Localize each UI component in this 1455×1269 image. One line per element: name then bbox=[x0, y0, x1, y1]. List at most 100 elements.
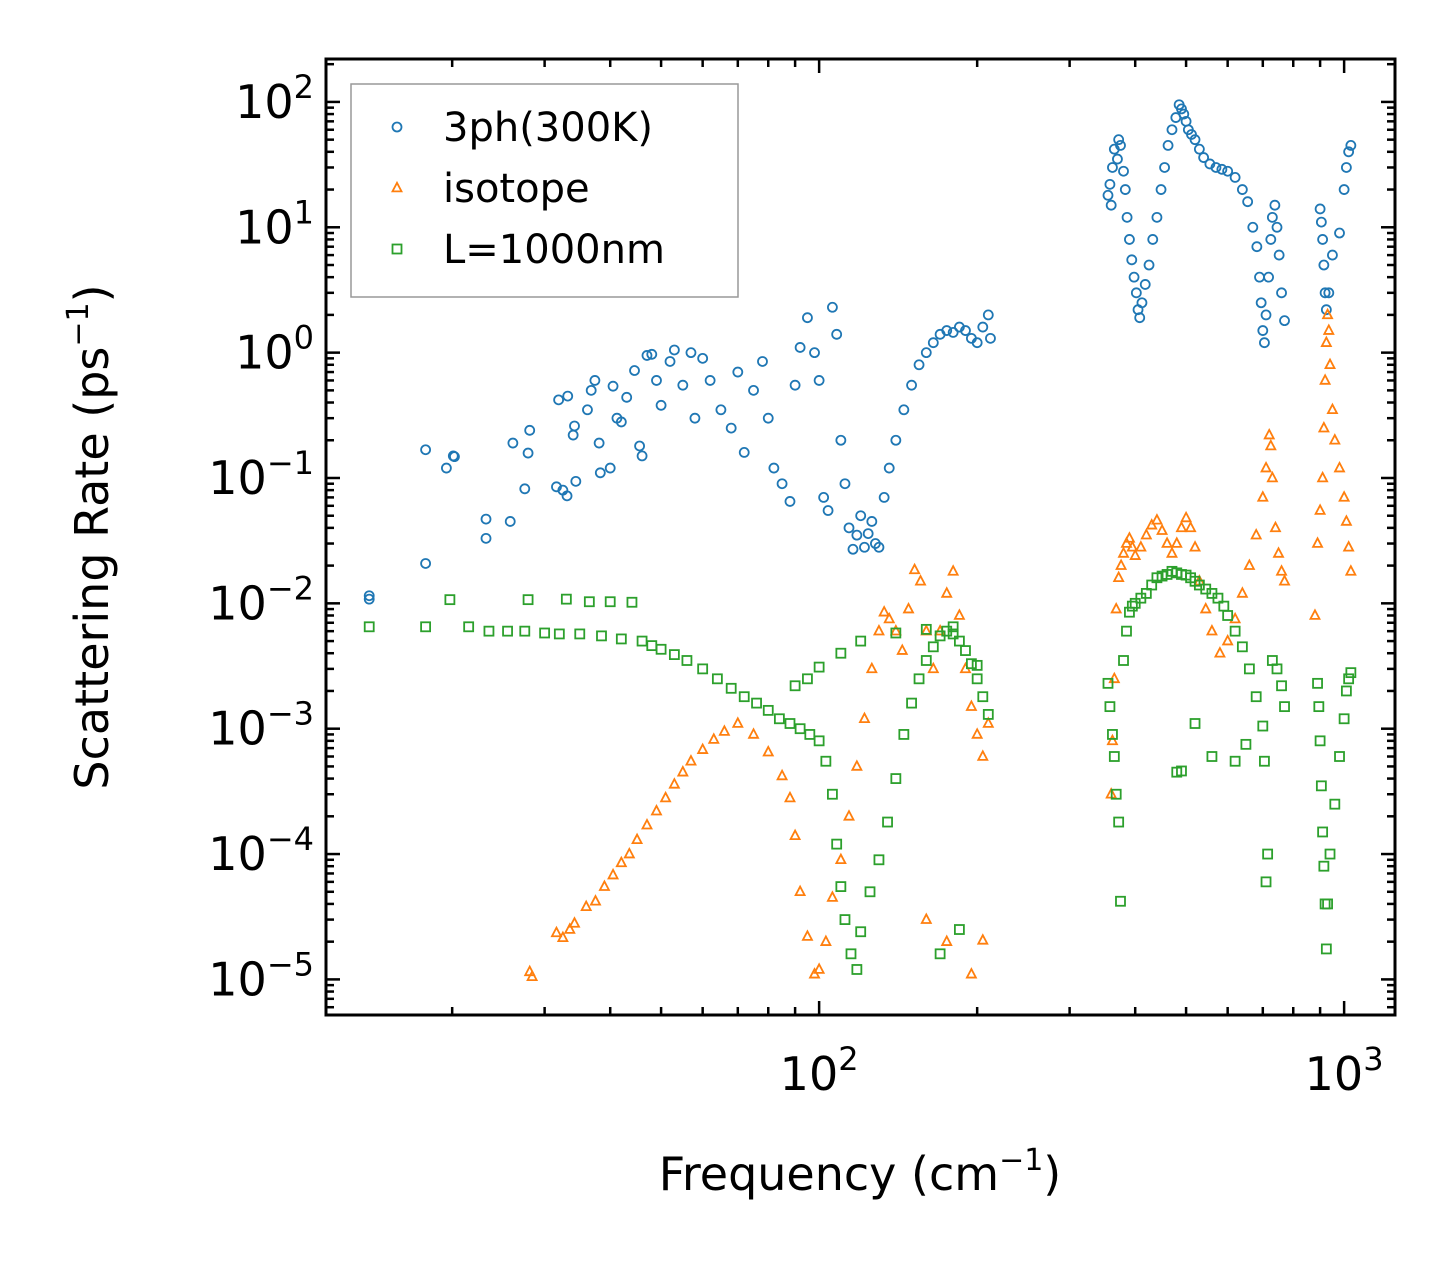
data-point bbox=[1326, 402, 1339, 415]
data-point bbox=[1115, 895, 1126, 907]
data-point bbox=[1334, 751, 1345, 762]
data-point bbox=[738, 446, 750, 458]
data-point bbox=[1126, 600, 1138, 612]
data-point bbox=[1315, 216, 1327, 228]
data-point bbox=[890, 434, 902, 446]
data-point bbox=[1199, 601, 1212, 614]
data-point bbox=[1311, 536, 1324, 548]
data-point bbox=[982, 309, 994, 321]
data-point bbox=[1273, 249, 1285, 261]
data-point bbox=[1113, 134, 1125, 146]
data-point bbox=[634, 440, 645, 452]
y-tick-label: 101 bbox=[235, 193, 314, 254]
data-point bbox=[813, 375, 825, 386]
data-point bbox=[1176, 765, 1187, 777]
data-point bbox=[420, 444, 432, 456]
legend-marker bbox=[391, 121, 403, 133]
x-axis-title-suffix: ) bbox=[1043, 1147, 1061, 1201]
data-point bbox=[556, 930, 569, 943]
data-point bbox=[1250, 528, 1263, 540]
data-point bbox=[906, 697, 917, 709]
data-point bbox=[1121, 625, 1132, 637]
data-point bbox=[1345, 139, 1357, 151]
data-point bbox=[676, 765, 689, 777]
data-point bbox=[1251, 241, 1263, 253]
data-point bbox=[1260, 460, 1273, 473]
y-tick-label-exp: −1 bbox=[267, 444, 314, 482]
y-tick-label: 100 bbox=[235, 319, 314, 380]
data-point bbox=[1343, 673, 1355, 685]
data-point bbox=[985, 332, 996, 344]
data-point bbox=[1319, 287, 1331, 299]
data-point bbox=[1119, 184, 1131, 195]
data-point bbox=[1221, 633, 1234, 646]
data-point bbox=[889, 624, 902, 636]
data-point bbox=[1189, 540, 1202, 552]
x-tick-label-exp: 2 bbox=[838, 1040, 858, 1078]
data-point bbox=[890, 773, 902, 784]
data-point bbox=[1107, 729, 1118, 740]
data-point bbox=[794, 723, 806, 735]
data-point bbox=[1106, 733, 1119, 746]
data-point bbox=[1334, 227, 1345, 239]
data-point bbox=[883, 611, 896, 624]
data-point bbox=[941, 325, 953, 336]
data-point bbox=[908, 562, 921, 575]
data-point bbox=[762, 412, 774, 424]
data-point bbox=[1315, 780, 1327, 792]
data-point bbox=[589, 894, 602, 906]
data-point bbox=[872, 624, 885, 636]
data-point bbox=[927, 641, 939, 653]
data-point bbox=[1112, 153, 1123, 165]
y-axis-title-suffix: ) bbox=[65, 284, 119, 302]
data-point bbox=[947, 564, 960, 576]
data-point bbox=[862, 528, 874, 540]
data-point bbox=[1166, 124, 1178, 136]
data-point bbox=[650, 804, 663, 816]
y-tick-label-base: 10 bbox=[208, 576, 267, 630]
data-point bbox=[1126, 254, 1138, 266]
data-point bbox=[553, 628, 565, 640]
data-point bbox=[1323, 287, 1335, 299]
data-point bbox=[855, 510, 867, 522]
data-point bbox=[1317, 826, 1329, 838]
data-point bbox=[1264, 438, 1277, 451]
data-point bbox=[1342, 540, 1355, 552]
data-point bbox=[651, 375, 662, 386]
data-point bbox=[913, 359, 925, 371]
data-point bbox=[1176, 103, 1187, 115]
data-point bbox=[977, 321, 989, 333]
y-axis-title-text: Scattering Rate (ps bbox=[65, 347, 119, 790]
data-point bbox=[567, 429, 579, 441]
data-point bbox=[1254, 271, 1265, 283]
data-point bbox=[843, 809, 855, 821]
y-tick-label-base: 10 bbox=[208, 451, 267, 505]
data-point bbox=[480, 513, 492, 525]
data-point bbox=[1229, 755, 1241, 767]
data-point bbox=[953, 924, 965, 935]
data-point bbox=[738, 691, 750, 703]
data-point bbox=[1222, 610, 1234, 621]
y-axis-title-superscript: −1 bbox=[61, 302, 96, 346]
data-point bbox=[668, 649, 680, 661]
data-point bbox=[1110, 601, 1123, 614]
data-point bbox=[1265, 234, 1277, 245]
data-point bbox=[1139, 279, 1151, 290]
data-point bbox=[1318, 860, 1330, 872]
data-point bbox=[1236, 586, 1249, 598]
data-point bbox=[1236, 184, 1248, 195]
data-point bbox=[668, 344, 680, 356]
y-tick-label-base: 10 bbox=[208, 702, 267, 756]
data-point bbox=[847, 543, 859, 555]
data-point bbox=[927, 337, 939, 349]
data-point bbox=[539, 627, 551, 639]
data-point bbox=[1320, 943, 1332, 955]
x-tick-label: 102 bbox=[780, 1040, 859, 1101]
data-point bbox=[1262, 848, 1274, 860]
y-tick-label-exp: −4 bbox=[267, 820, 314, 858]
data-point bbox=[1278, 574, 1291, 586]
data-point bbox=[1147, 234, 1159, 245]
data-point bbox=[839, 478, 851, 490]
data-point bbox=[773, 713, 785, 725]
data-point bbox=[1229, 171, 1241, 183]
